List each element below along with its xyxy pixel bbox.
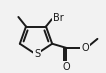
Text: S: S [34, 49, 40, 59]
Text: Br: Br [53, 13, 64, 23]
Text: O: O [81, 43, 89, 53]
Text: O: O [63, 62, 70, 72]
